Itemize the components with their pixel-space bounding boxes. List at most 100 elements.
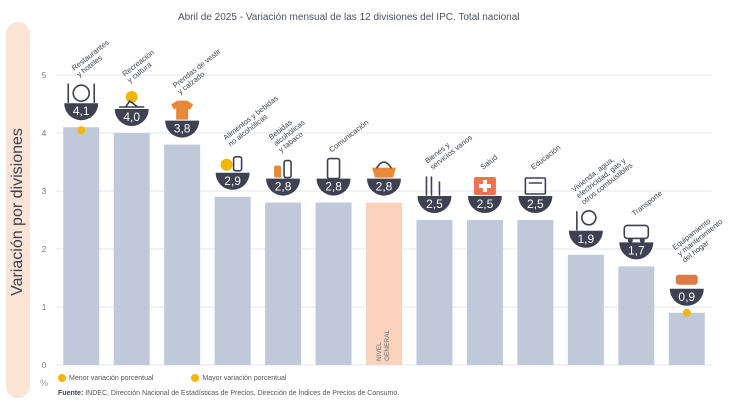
bar-group: 1,7 Transporte [618,189,664,365]
sun-icon [118,91,145,108]
bus-shape [623,224,650,240]
legend-item-max: Mayor variación porcentual [191,374,286,382]
cross-shape [478,180,491,192]
bar-value-label: 4,1 [73,104,90,118]
value-badge [316,178,351,196]
shirt-shape [171,100,194,120]
category-label: Transporte [630,189,664,218]
bar [63,127,100,365]
bar [416,220,453,365]
book-shape [524,177,547,195]
bar-group: NIVELGENERAL 2,8 [366,161,402,365]
glass-shape [274,165,282,178]
y-tick-label: 4 [42,129,47,138]
value-badge [417,196,452,214]
bar [315,202,352,365]
bar-value-label: 2,8 [325,180,342,194]
bar-value-label: 2,5 [477,197,494,211]
category-label: Equipamientoy mantenimientodel hogar [671,211,730,265]
side-panel [6,22,30,398]
sofa-shape [675,274,698,285]
source-prefix: Fuente: [58,390,84,397]
bar [164,144,201,365]
bottle-icon [274,159,292,179]
value-badge [165,120,200,138]
category-label: Salud [479,153,500,172]
bar-group: 4,0 Recreacióny cultura [113,48,160,365]
category-label-line: Salud [479,153,500,172]
value-badge [619,242,654,260]
basket-handle-shape [376,161,392,169]
legend-max-marker [191,374,200,382]
category-label-line: Transporte [630,189,664,218]
bottle-shape [232,156,243,172]
hill-shape [118,99,145,108]
source-note: Fuente: INDEC, Dirección Nacional de Est… [58,390,399,397]
source-text: INDEC, Dirección Nacional de Estadística… [83,390,400,397]
legend: Menor variación porcentual Mayor variaci… [58,374,322,382]
bar [567,254,604,365]
bar-group: 2,8 Comunicación [315,118,370,365]
comb-shape [425,176,441,196]
category-label: Prendas de vestiry calzado [171,47,228,97]
value-badge [669,288,704,306]
utensils-icon [67,83,96,103]
value-badge [266,178,301,196]
bar-value-label: 2,8 [376,180,393,194]
min-marker [682,308,691,317]
bar-value-label: 2,9 [224,174,241,188]
bottle-shape [283,159,292,179]
health-icon [473,177,496,195]
phone-shape [326,157,341,180]
sun-shape [125,91,138,103]
value-badge [367,178,401,196]
bar-value-label: 2,5 [426,197,443,211]
value-badge [467,196,502,214]
chart-title-date: Abril de 2025 [178,12,237,23]
phone-icon [326,157,341,180]
bar [214,196,251,365]
bulb-shape [581,210,597,226]
bar-value-label: 0,9 [678,290,695,304]
category-label: Restaurantesy hoteles [70,38,116,79]
y-tick-label: 3 [42,187,47,196]
bar [618,266,655,365]
bar-group: 2,5 Salud [466,153,503,365]
y-tick-label: 1 [42,303,47,312]
bar-inner-label: NIVELGENERAL [376,330,391,361]
bar-value-label: 2,8 [275,180,292,194]
shirt-icon [171,100,194,120]
value-badge [64,103,99,121]
fruit-shape [220,158,233,171]
value-badge [215,172,250,190]
bar [366,202,402,365]
legend-min-marker [58,374,66,382]
wheel-shape [627,237,633,243]
bar-group: 4,1 Restaurantesy hoteles [63,38,116,365]
y-unit-label: % [40,378,48,388]
bar [517,220,554,365]
bus-icon [623,224,650,243]
legend-item-min: Menor variación porcentual [58,374,153,382]
y-tick-label: 5 [42,71,47,80]
y-tick-label: 2 [42,245,47,254]
comb-icon [425,176,441,196]
bar [113,133,150,365]
bar-value-label: 3,8 [174,122,191,136]
bar-inner-label-line: NIVEL [376,342,383,361]
category-label-line: Educación [529,143,562,172]
bar-value-label: 1,9 [578,232,595,246]
category-label: Recreacióny cultura [120,48,160,85]
bar-value-label: 4,0 [123,110,140,124]
category-label: Educación [529,143,562,172]
bar-value-label: 2,5 [527,197,544,211]
chart-title-text: - Variación mensual de las 12 divisiones… [236,12,520,23]
food-icon [220,156,243,172]
bar [265,202,302,365]
category-label: Vivienda, agua,electricidad, gas yotros … [570,148,635,206]
value-badge [518,196,553,214]
basket-shape [372,167,396,178]
